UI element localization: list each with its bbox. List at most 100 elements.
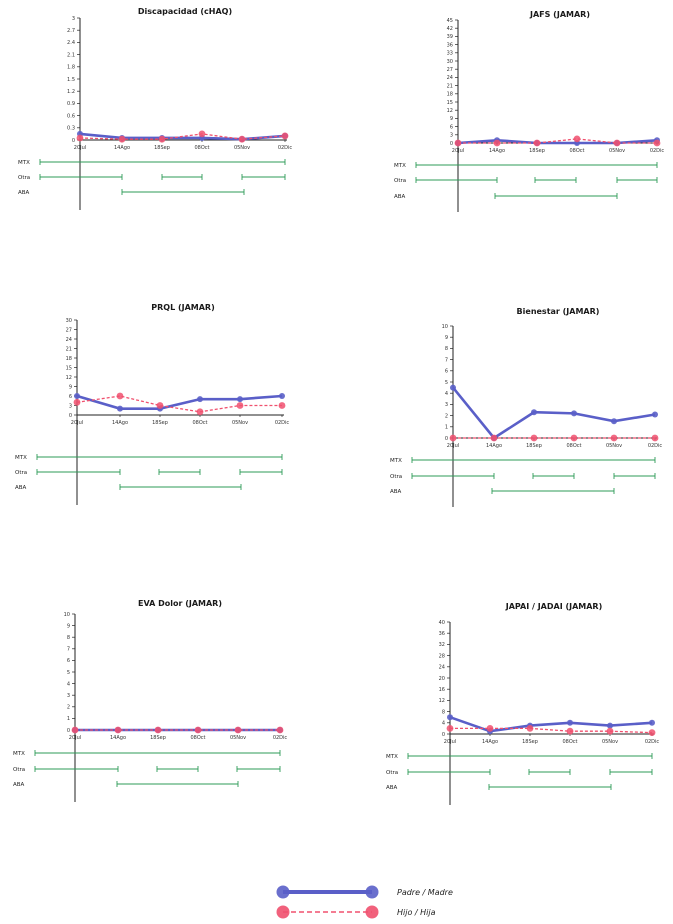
x-tick-label: 14Ago bbox=[489, 148, 505, 154]
y-tick-label: 1.5 bbox=[67, 77, 75, 83]
data-point-child bbox=[198, 130, 206, 138]
data-point-child bbox=[114, 726, 122, 734]
legend-marker bbox=[276, 905, 290, 919]
y-tick-label: 1 bbox=[67, 716, 70, 722]
y-tick-label: 24 bbox=[66, 337, 72, 343]
y-tick-label: 24 bbox=[439, 665, 445, 671]
data-point-child bbox=[116, 392, 124, 400]
data-point-child bbox=[236, 402, 244, 409]
legend-marker bbox=[365, 905, 379, 919]
y-tick-label: 0.6 bbox=[67, 113, 75, 119]
treatment-label: ABA bbox=[394, 194, 406, 200]
x-tick-label: 05Nov bbox=[232, 420, 248, 426]
chart-panel-2: JAFS (JAMAR)0369121518212427303336394245… bbox=[394, 10, 664, 212]
series-line-child bbox=[76, 395, 282, 413]
data-point-parent bbox=[567, 719, 573, 726]
y-tick-label: 8 bbox=[445, 346, 448, 352]
data-point-child bbox=[530, 434, 538, 442]
y-tick-label: 6 bbox=[67, 658, 70, 664]
y-tick-label: 40 bbox=[439, 620, 445, 626]
treatment-label: ABA bbox=[386, 785, 398, 791]
series-line-child bbox=[458, 138, 657, 144]
y-tick-label: 16 bbox=[439, 687, 445, 693]
treatment-label: Otra bbox=[15, 470, 27, 476]
legend-marker bbox=[365, 885, 379, 899]
y-tick-label: 42 bbox=[447, 26, 453, 32]
data-point-child bbox=[566, 727, 574, 735]
x-tick-label: 20Jul bbox=[452, 148, 464, 154]
x-tick-label: 08Oct bbox=[562, 739, 577, 745]
y-tick-label: 27 bbox=[447, 67, 453, 73]
y-tick-label: 1 bbox=[445, 425, 448, 431]
chart-panel-1: Discapacidad (cHAQ) 0 0.3 0.6 0.9 1.2 1.5 1.8 2.… bbox=[18, 7, 292, 210]
series-line-parent bbox=[449, 715, 653, 733]
legend-marker bbox=[276, 885, 290, 899]
data-point-child bbox=[533, 139, 541, 147]
y-tick-label: 3 bbox=[72, 16, 75, 22]
treatment-label: MTX bbox=[386, 754, 398, 760]
data-point-parent bbox=[197, 396, 203, 403]
x-tick-label: 20Jul bbox=[71, 420, 83, 426]
x-tick-label: 18Sep bbox=[529, 148, 545, 154]
y-tick-label: 0 bbox=[69, 413, 72, 419]
x-tick-label: 20Jul bbox=[74, 145, 86, 151]
treatment-label: Otra bbox=[390, 474, 402, 480]
y-tick-label: 21 bbox=[66, 346, 72, 352]
x-tick-label: 02Dic bbox=[273, 735, 288, 741]
y-tick-label: 4 bbox=[445, 391, 448, 397]
y-tick-label: 0 bbox=[445, 436, 448, 442]
treatment-label: ABA bbox=[13, 782, 25, 788]
treatment-label: Otra bbox=[18, 175, 30, 181]
y-tick-label: 4 bbox=[442, 721, 445, 727]
series-line-parent bbox=[76, 394, 283, 410]
chart-title: Bienestar (JAMAR) bbox=[517, 307, 600, 316]
treatment-label: MTX bbox=[394, 163, 406, 169]
series-line-parent bbox=[79, 132, 286, 141]
x-tick-label: 08Oct bbox=[192, 420, 207, 426]
y-tick-label: 3 bbox=[67, 693, 70, 699]
x-tick-label: 08Oct bbox=[190, 735, 205, 741]
data-point-parent bbox=[450, 384, 456, 391]
chart-panel-5: EVA Dolor (JAMAR) 0 1 2 3 4 5 6 7 8 9 10 20Jul 14Ago 1… bbox=[13, 599, 287, 802]
data-point-parent bbox=[237, 396, 243, 403]
data-point-child bbox=[606, 727, 614, 735]
y-tick-label: 20 bbox=[439, 676, 445, 682]
x-tick-label: 02Dic bbox=[648, 443, 663, 449]
data-point-child bbox=[493, 139, 501, 147]
y-tick-label: 0 bbox=[72, 138, 75, 144]
data-point-child bbox=[613, 139, 621, 147]
x-tick-label: 05Nov bbox=[609, 148, 625, 154]
y-tick-label: 18 bbox=[447, 92, 453, 98]
data-point-parent bbox=[607, 722, 613, 729]
y-tick-label: 9 bbox=[69, 384, 72, 390]
chart-title: Discapacidad (cHAQ) bbox=[138, 7, 232, 16]
y-tick-label: 12 bbox=[439, 698, 445, 704]
treatment-label: MTX bbox=[390, 458, 402, 464]
series-line-parent bbox=[451, 386, 656, 440]
data-point-parent bbox=[117, 405, 123, 412]
y-tick-label: 28 bbox=[439, 653, 445, 659]
x-tick-label: 08Oct bbox=[194, 145, 209, 151]
y-tick-label: 2.4 bbox=[67, 40, 75, 46]
treatment-label: Otra bbox=[394, 178, 406, 184]
data-point-child bbox=[446, 725, 454, 732]
y-tick-label: 15 bbox=[66, 365, 72, 371]
y-tick-label: 36 bbox=[439, 631, 445, 637]
data-point-child bbox=[454, 139, 462, 147]
data-point-parent bbox=[571, 410, 577, 417]
chart-panel-4: Bienestar (JAMAR) 0 1 2 3 4 5 6 7 8 9 10 20Jul 14Ago 1… bbox=[390, 307, 662, 507]
x-tick-label: 14Ago bbox=[112, 420, 128, 426]
y-tick-label: 36 bbox=[447, 42, 453, 48]
y-tick-label: 0.9 bbox=[67, 101, 75, 107]
y-tick-label: 6 bbox=[450, 124, 453, 130]
x-tick-label: 02Dic bbox=[645, 739, 660, 745]
y-tick-label: 3 bbox=[69, 403, 72, 409]
data-point-child bbox=[276, 726, 284, 734]
treatment-label: MTX bbox=[13, 751, 25, 757]
x-tick-label: 05Nov bbox=[230, 735, 246, 741]
x-tick-label: 20Jul bbox=[69, 735, 81, 741]
data-point-child bbox=[651, 434, 659, 442]
chart-title: JAPAI / JADAI (JAMAR) bbox=[505, 602, 603, 611]
treatment-label: ABA bbox=[15, 485, 27, 491]
